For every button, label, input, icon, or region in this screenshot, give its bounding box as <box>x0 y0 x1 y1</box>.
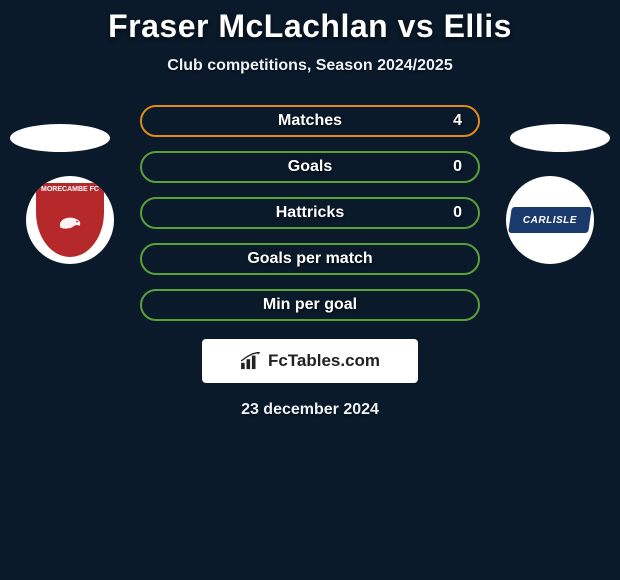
stat-pill-goals: Goals 0 <box>140 151 480 183</box>
left-player-oval <box>10 124 110 152</box>
stat-pill-goals-per-match: Goals per match <box>140 243 480 275</box>
shrimp-icon <box>56 213 84 233</box>
stat-label: Min per goal <box>263 296 357 314</box>
fctables-label: FcTables.com <box>268 351 380 371</box>
page-title: Fraser McLachlan vs Ellis <box>0 8 620 45</box>
stat-label: Goals per match <box>247 250 372 268</box>
carlisle-text: CARLISLE <box>523 215 577 226</box>
subtitle: Club competitions, Season 2024/2025 <box>0 57 620 75</box>
morecambe-badge: MORECAMBE FC <box>34 181 106 259</box>
comparison-card: Fraser McLachlan vs Ellis Club competiti… <box>0 0 620 419</box>
stat-pill-matches: Matches 4 <box>140 105 480 137</box>
right-player-oval <box>510 124 610 152</box>
stat-value: 0 <box>453 204 462 222</box>
stat-label: Hattricks <box>276 204 344 222</box>
stat-row: Goals 0 <box>0 151 620 183</box>
carlisle-badge: CARLISLE <box>508 207 592 233</box>
stat-label: Goals <box>288 158 332 176</box>
stat-label: Matches <box>278 112 342 130</box>
stat-value: 0 <box>453 158 462 176</box>
date-text: 23 december 2024 <box>0 401 620 419</box>
right-club-logo: CARLISLE <box>506 176 594 264</box>
fctables-brand-box[interactable]: FcTables.com <box>202 339 418 383</box>
chart-icon <box>240 352 262 370</box>
stat-row: Min per goal <box>0 289 620 321</box>
stat-pill-min-per-goal: Min per goal <box>140 289 480 321</box>
left-club-logo: MORECAMBE FC <box>26 176 114 264</box>
morecambe-text: MORECAMBE FC <box>36 186 104 193</box>
stat-value: 4 <box>453 112 462 130</box>
stat-pill-hattricks: Hattricks 0 <box>140 197 480 229</box>
